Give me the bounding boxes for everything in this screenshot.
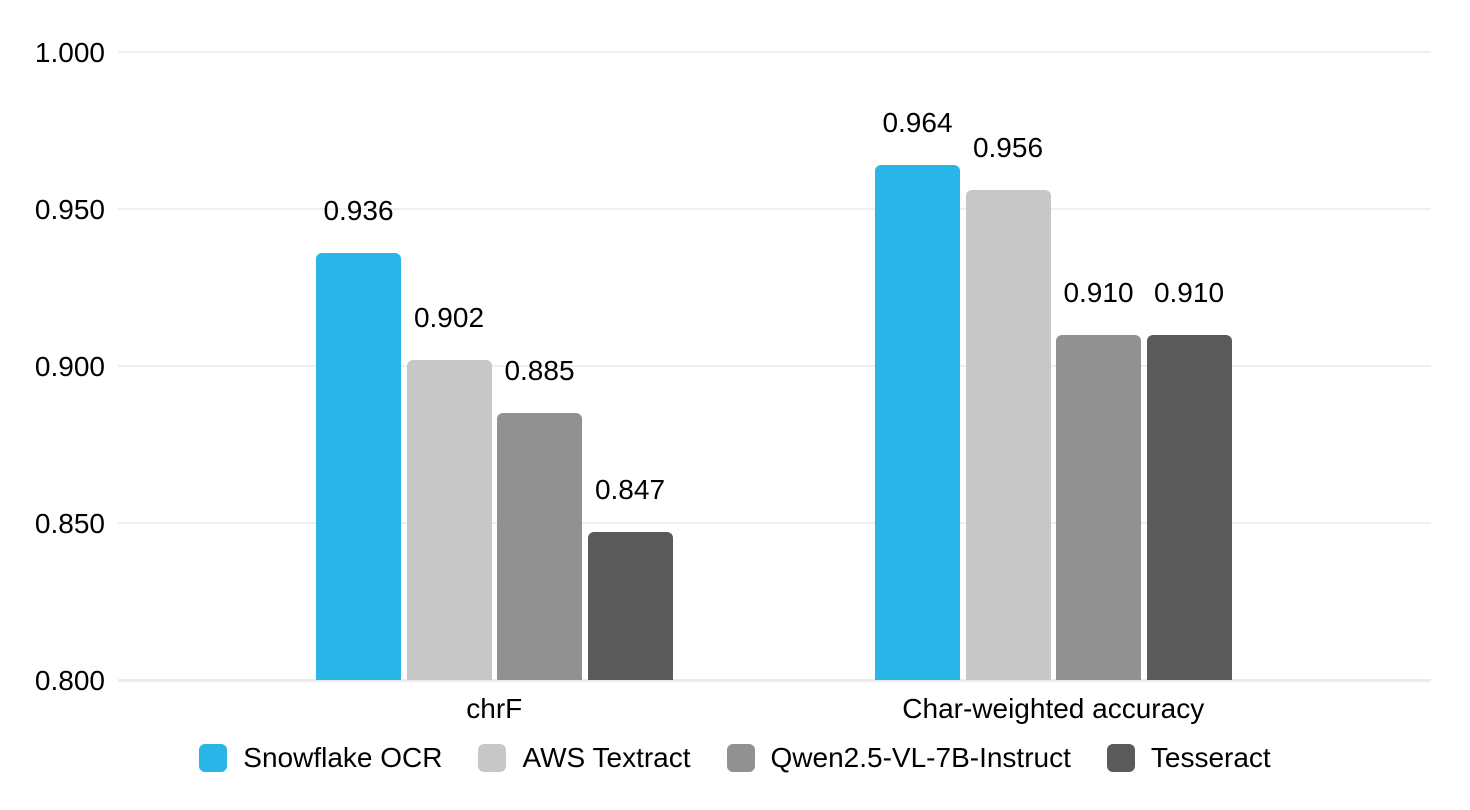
legend-label: Qwen2.5-VL-7B-Instruct xyxy=(770,742,1071,773)
legend-swatch-icon xyxy=(199,743,228,772)
legend-label: Tesseract xyxy=(1150,742,1271,773)
gridline xyxy=(118,679,1431,682)
bar-snowflake-ocr xyxy=(875,165,960,680)
gridline xyxy=(118,365,1431,367)
bar-tesseract xyxy=(587,532,673,680)
bar-value-label: 0.847 xyxy=(594,474,666,506)
bar-snowflake-ocr xyxy=(316,252,401,680)
legend-swatch-icon xyxy=(1106,743,1135,772)
legend-swatch-icon xyxy=(478,743,507,772)
bar-tesseract xyxy=(1146,334,1232,680)
y-tick-label: 0.900 xyxy=(34,350,105,382)
bar-value-label: 0.885 xyxy=(504,355,575,387)
bar-aws-textract xyxy=(965,190,1051,680)
bar-value-label: 0.956 xyxy=(972,132,1044,164)
y-tick-label: 0.800 xyxy=(34,664,105,696)
x-axis-label: chrF xyxy=(466,693,523,724)
bar-aws-textract xyxy=(406,359,492,680)
bar-value-label: 0.910 xyxy=(1153,276,1225,308)
bar-qwen2-5-vl-7b-instruct xyxy=(497,413,582,680)
legend-label: Snowflake OCR xyxy=(243,742,443,773)
bar-qwen2-5-vl-7b-instruct xyxy=(1056,334,1141,680)
legend-item-aws-textract[interactable]: AWS Textract xyxy=(478,741,691,774)
y-tick-label: 0.950 xyxy=(34,193,105,225)
bar-value-label: 0.936 xyxy=(323,194,394,226)
y-tick-label: 0.850 xyxy=(34,507,105,539)
bar-value-label: 0.902 xyxy=(413,301,485,333)
legend-label: AWS Textract xyxy=(522,742,691,773)
y-tick-label: 1.000 xyxy=(34,36,105,68)
bar-value-label: 0.910 xyxy=(1063,276,1134,308)
legend: Snowflake OCR AWS Textract Qwen2.5-VL-7B-I… xyxy=(0,741,1470,774)
gridline xyxy=(118,51,1431,53)
legend-item-qwen2-5-vl-7b-instruct[interactable]: Qwen2.5-VL-7B-Instruct xyxy=(726,741,1071,774)
x-axis-label: Char-weighted accuracy xyxy=(902,693,1205,724)
gridline xyxy=(118,522,1431,524)
legend-item-tesseract[interactable]: Tesseract xyxy=(1106,741,1271,774)
bar-value-label: 0.964 xyxy=(882,107,953,139)
gridline xyxy=(118,208,1431,210)
legend-swatch-icon xyxy=(726,743,755,772)
legend-item-snowflake-ocr[interactable]: Snowflake OCR xyxy=(199,741,442,774)
